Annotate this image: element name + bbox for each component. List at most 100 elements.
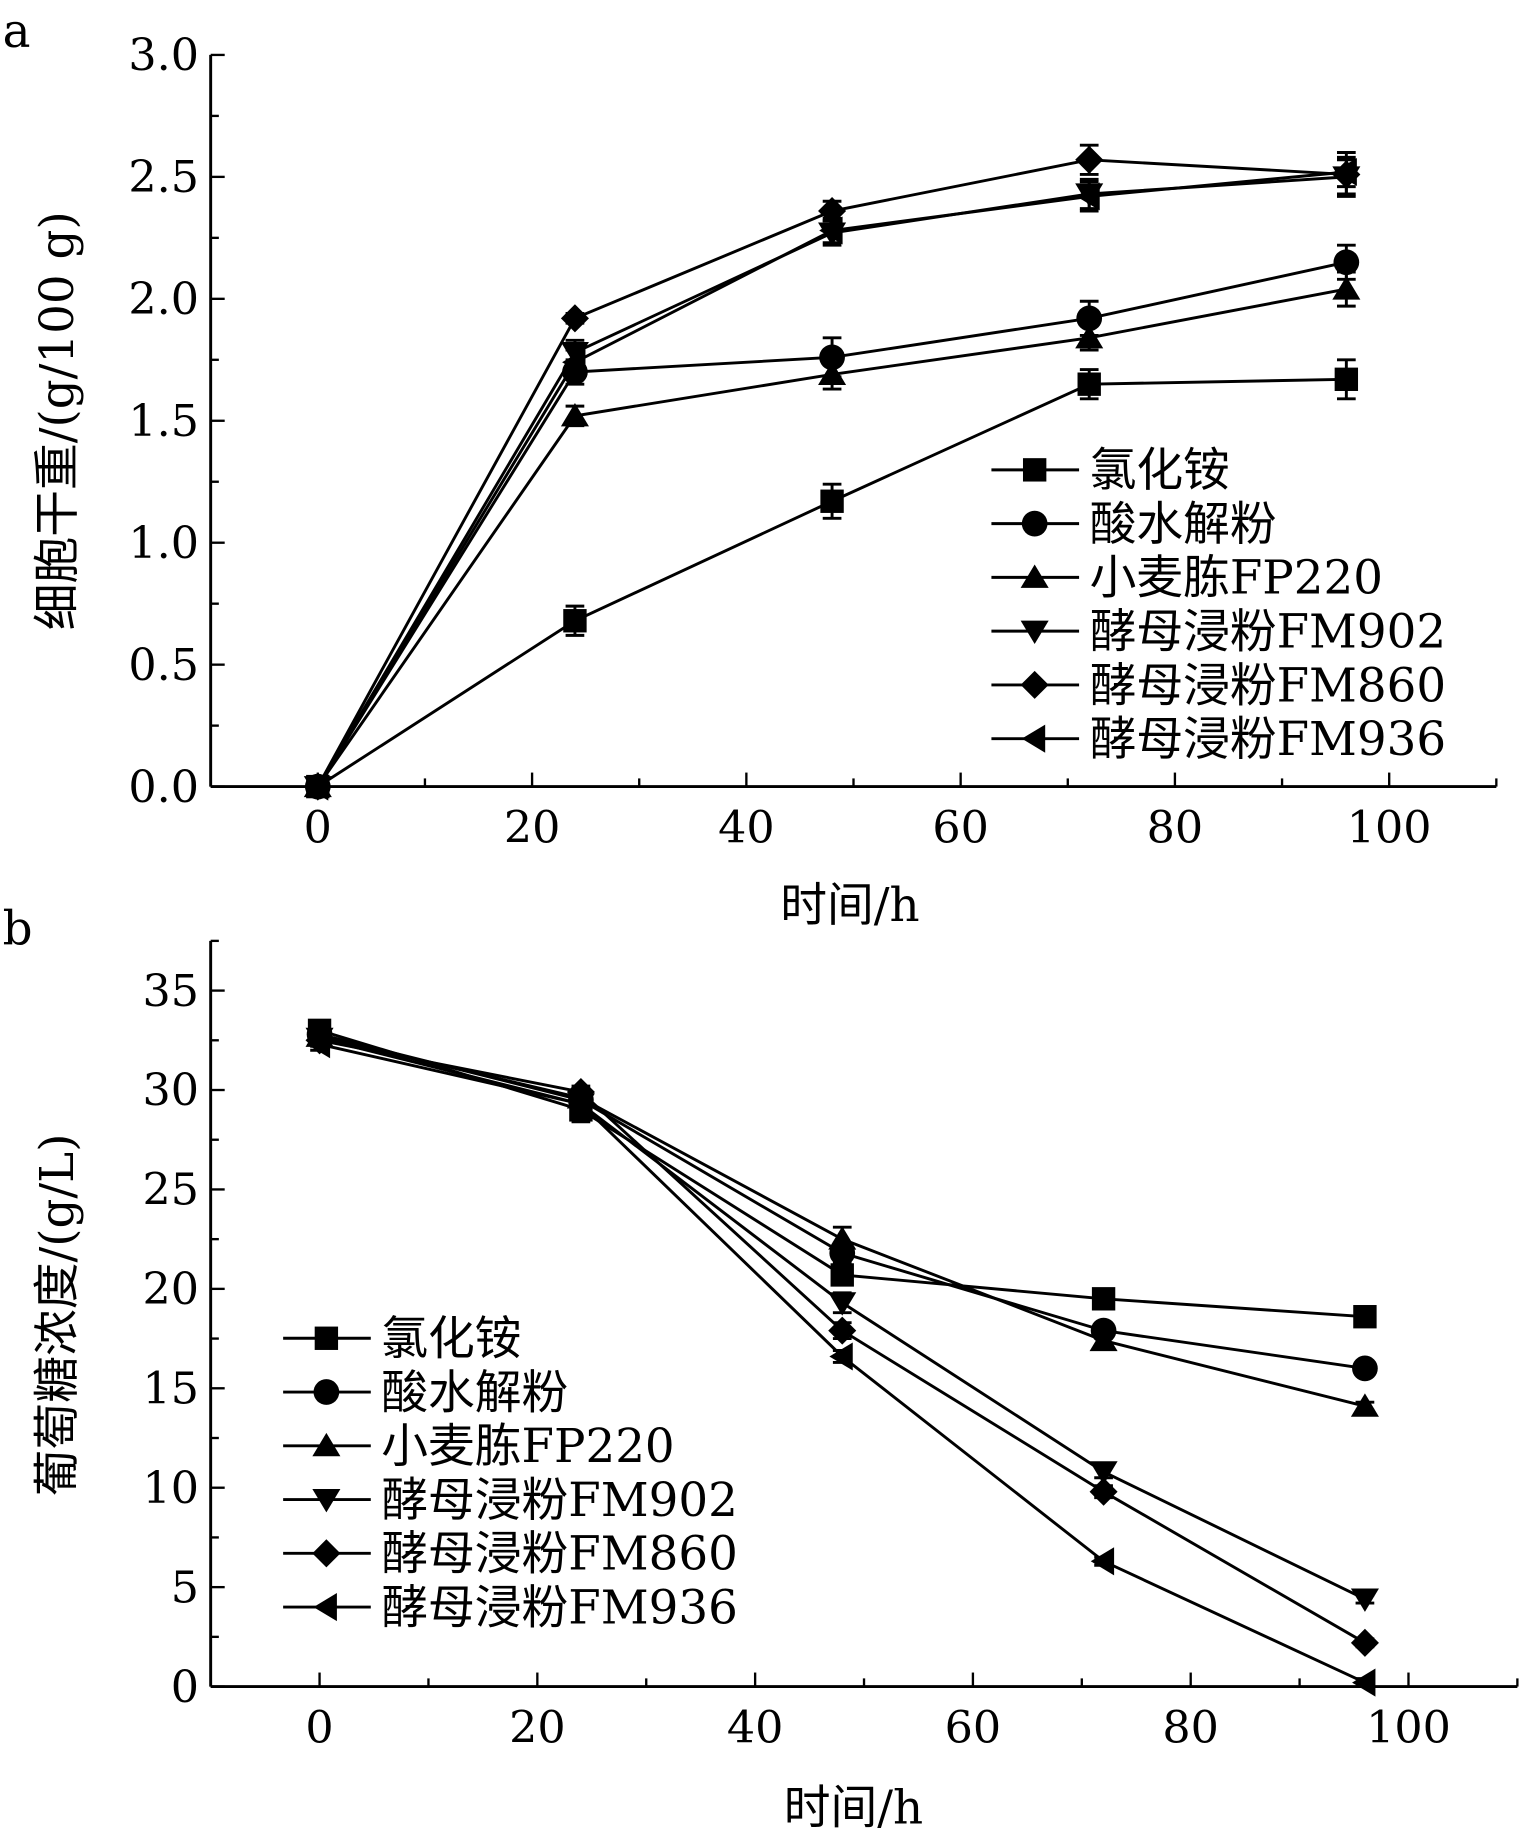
y-tick-label: 3.0 [128, 30, 199, 81]
x-tick-label: 100 [1347, 803, 1432, 854]
data-point [1077, 372, 1101, 396]
data-point [1089, 1327, 1118, 1352]
data-point [1075, 324, 1104, 349]
legend-item: 酵母浸粉FM860 [991, 659, 1446, 713]
y-tick-label: 1.5 [128, 396, 199, 447]
data-point [828, 1292, 857, 1316]
legend-item: 酸水解粉 [283, 1366, 568, 1420]
chart-a: a 时间/h 细胞干重/(g/100 g) 0 20 40 60 80 100 0.0 0.5… [3, 5, 1498, 933]
data-point [828, 1226, 857, 1250]
x-tick-label: 20 [504, 803, 561, 854]
y-tick-label: 2.5 [128, 152, 199, 203]
legend-label: 酵母浸粉FM902 [1090, 606, 1447, 660]
legend-item: 小麦胨FP220 [991, 552, 1383, 606]
data-point [304, 772, 329, 801]
legend-marker [1020, 564, 1049, 588]
x-tick-label: 80 [1147, 803, 1204, 854]
legend-marker [313, 1379, 340, 1405]
y-tick-label: 5 [171, 1562, 199, 1613]
data-point [1334, 367, 1359, 391]
panel-label-a: a [3, 5, 31, 59]
data-point [820, 489, 844, 513]
y-tick-label: 20 [142, 1264, 199, 1315]
legend-item: 酵母浸粉FM936 [283, 1581, 738, 1635]
legend-label: 酵母浸粉FM936 [381, 1581, 738, 1635]
data-point [1332, 276, 1361, 300]
x-axis-label-b: 时间/h [784, 1781, 923, 1835]
legend-label: 酵母浸粉FM860 [381, 1528, 738, 1582]
data-point [306, 1030, 331, 1059]
data-point [1350, 1393, 1379, 1417]
data-point [819, 344, 845, 371]
data-point [1075, 145, 1104, 174]
legend-item: 酵母浸粉FM860 [283, 1528, 738, 1582]
series-triangle-left [304, 155, 1357, 801]
y-tick-label: 2.0 [128, 274, 199, 325]
legend-marker [312, 1489, 341, 1513]
y-axis-label-b: 葡萄糖浓度/(g/L) [31, 1134, 85, 1497]
legend-label: 小麦胨FP220 [1090, 552, 1383, 606]
x-tick-label: 40 [718, 803, 775, 854]
data-point [1352, 1355, 1378, 1382]
legend-item: 酸水解粉 [991, 498, 1277, 552]
x-tick-label: 60 [945, 1703, 1002, 1754]
legend-marker [313, 1593, 337, 1622]
data-point [830, 1263, 854, 1287]
legend-label: 酸水解粉 [1090, 498, 1277, 552]
y-tick-label: 0 [171, 1662, 199, 1713]
legend-item: 酵母浸粉FM902 [283, 1474, 738, 1528]
data-point [560, 403, 589, 427]
legend-label: 酸水解粉 [381, 1366, 568, 1420]
data-point [568, 1089, 592, 1118]
y-tick-label: 0.5 [128, 640, 199, 691]
chart-b: b 时间/h 葡萄糖浓度/(g/L) 0 20 40 60 80 100 0 5 10 15 20 2… [3, 902, 1519, 1835]
data-point [819, 216, 843, 245]
legend-marker [1021, 510, 1048, 537]
legend-label: 酵母浸粉FM902 [381, 1474, 738, 1528]
legend-marker [312, 1539, 341, 1568]
legend-label: 氯化铵 [381, 1313, 521, 1367]
data-point [562, 348, 586, 377]
x-tick-label: 20 [509, 1703, 566, 1754]
legend-label: 酵母浸粉FM936 [1090, 713, 1447, 767]
data-point [560, 304, 589, 333]
data-point [1350, 1628, 1379, 1657]
legend-marker [1022, 458, 1047, 482]
legend-item: 氯化铵 [991, 444, 1230, 498]
x-tick-label: 60 [932, 803, 989, 854]
data-point [1089, 1461, 1118, 1485]
y-tick-label: 25 [142, 1165, 199, 1216]
data-point [1353, 1305, 1377, 1329]
x-tick-label: 40 [727, 1703, 784, 1754]
data-point [818, 361, 847, 385]
data-point [1333, 249, 1360, 276]
y-tick-label: 15 [142, 1363, 199, 1414]
series-triangle-left [306, 1030, 1376, 1697]
legend-item: 酵母浸粉FM902 [991, 606, 1446, 660]
data-point [1352, 1668, 1376, 1697]
data-point [1076, 182, 1100, 211]
legend-item: 酵母浸粉FM936 [991, 713, 1446, 767]
legend-label: 氯化铵 [1090, 444, 1230, 498]
legend-item: 氯化铵 [283, 1313, 522, 1367]
y-tick-label: 10 [142, 1463, 199, 1514]
y-axis-label-a: 细胞干重/(g/100 g) [31, 211, 85, 630]
x-axis-label-a: 时间/h [780, 879, 919, 933]
legend-label: 小麦胨FP220 [381, 1420, 674, 1474]
data-point [1350, 1588, 1379, 1612]
legend-marker [1020, 620, 1049, 645]
data-point [1090, 1547, 1115, 1576]
legend-marker [1020, 670, 1049, 699]
y-tick-label: 35 [142, 966, 199, 1017]
legend-label: 酵母浸粉FM860 [1090, 659, 1447, 713]
y-tick-label: 1.0 [128, 518, 199, 569]
x-tick-label: 80 [1162, 1703, 1219, 1754]
legend-marker [312, 1432, 341, 1457]
data-point [563, 609, 587, 633]
data-point [1333, 157, 1357, 187]
data-point [829, 1342, 853, 1371]
panel-label-b: b [3, 902, 33, 956]
data-point [1091, 1287, 1116, 1311]
legend-marker [1021, 724, 1046, 753]
